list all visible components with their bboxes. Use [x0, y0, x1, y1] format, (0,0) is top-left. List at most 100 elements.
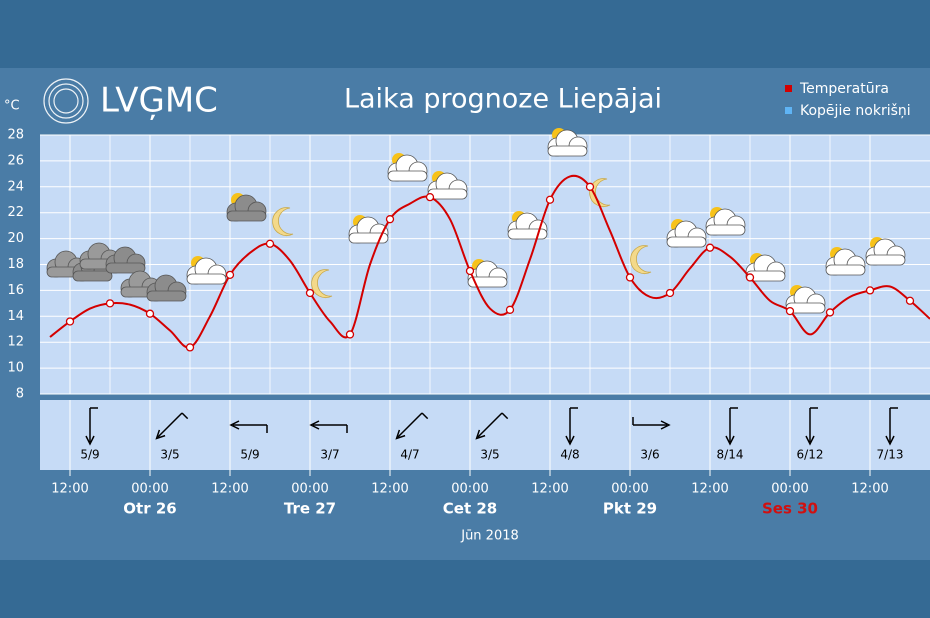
temperature-point [865, 286, 875, 295]
cloud-base [547, 145, 588, 157]
wind-arrow [885, 407, 898, 446]
wind-arrow [85, 407, 98, 446]
chart-title: Laika prognoze Liepājai [344, 84, 662, 115]
temperature-point [145, 309, 155, 318]
wind-head [565, 435, 575, 446]
wind-label: 5/9 [240, 448, 259, 462]
x-tick-label: 12:00 [211, 482, 248, 497]
x-tick-label: 12:00 [531, 482, 568, 497]
wind-head [805, 435, 815, 446]
temperature-point [385, 215, 395, 224]
wind-head [885, 435, 895, 446]
x-tick-label: 00:00 [451, 482, 488, 497]
weather-icon [427, 171, 468, 200]
wind-head [395, 429, 406, 440]
wind-head [475, 429, 486, 440]
temperature-point [465, 266, 475, 276]
wind-arrow [805, 407, 818, 446]
wind-area [40, 400, 930, 470]
wind-arrow [229, 420, 268, 433]
temperature-point [425, 193, 435, 202]
logo-mark [43, 78, 89, 124]
y-tick-label: 28 [7, 128, 24, 143]
weather-icon [120, 270, 187, 302]
cloud-base [387, 170, 428, 182]
legend-swatch [785, 107, 792, 114]
wind-label: 3/5 [480, 448, 499, 462]
weather-icon [186, 256, 227, 285]
cloud-base [865, 254, 906, 266]
wind-label: 6/12 [797, 448, 824, 462]
legend-label: Temperatūra [799, 81, 889, 97]
wind-arrow [309, 420, 348, 433]
temperature-point [305, 288, 315, 298]
wind-label: 3/5 [160, 448, 179, 462]
wind-arrow [155, 412, 189, 440]
wind-arrow [725, 407, 738, 446]
y-tick-label: 16 [7, 283, 24, 298]
x-tick-label: 12:00 [851, 482, 888, 497]
temperature-point [505, 305, 515, 314]
wind-shaft [157, 412, 183, 438]
y-tick-label: 26 [7, 153, 24, 168]
day-label: Pkt 29 [603, 500, 657, 518]
wind-label: 4/8 [560, 448, 579, 462]
temperature-point [225, 270, 235, 280]
wind-head [725, 435, 735, 446]
cloud-base [666, 236, 707, 248]
cloud-base [467, 276, 508, 288]
weather-icon [272, 207, 294, 236]
weather-icon [387, 153, 428, 182]
weather-icon [467, 259, 508, 288]
weather-icon [311, 269, 333, 298]
wind-barb [421, 412, 429, 420]
wind-arrow [632, 417, 671, 430]
y-tick-label: 18 [7, 257, 24, 272]
legend-label: Kopējie nokrišņi [800, 103, 911, 119]
cloud-base [72, 270, 113, 282]
y-tick-label: 12 [7, 335, 24, 350]
weather-icon [705, 207, 746, 236]
x-tick-label: 00:00 [611, 482, 648, 497]
y-tick-label: 24 [7, 179, 24, 194]
cloud-base [705, 224, 746, 236]
day-label: Ses 30 [762, 500, 818, 518]
weather-icon [785, 285, 826, 314]
wind-label: 7/13 [877, 448, 904, 462]
temperature-point [905, 296, 915, 305]
moon [589, 178, 611, 207]
temperature-point [265, 239, 275, 248]
day-label: Otr 26 [123, 500, 176, 518]
cloud-base [146, 290, 187, 302]
temperature-point [625, 273, 635, 282]
temperature-point [785, 306, 795, 316]
wind-label: 3/7 [320, 448, 339, 462]
wind-arrow [475, 412, 509, 440]
weather-icon [226, 193, 267, 222]
weather-icon [825, 247, 866, 276]
weather-icon [79, 242, 146, 274]
wind-barb [181, 412, 189, 420]
temperature-point [105, 299, 115, 308]
weather-icon [745, 253, 786, 282]
day-label: Tre 27 [284, 500, 336, 518]
wind-head [229, 420, 240, 430]
wind-head [660, 420, 671, 430]
temperature-point [745, 273, 755, 282]
y-tick-label: 14 [7, 309, 24, 324]
temperature-point [185, 343, 195, 352]
moon [630, 245, 652, 274]
temperature-point [345, 330, 355, 339]
wind-head [85, 435, 95, 446]
cloud-base [226, 210, 267, 222]
x-tick-label: 00:00 [771, 482, 808, 497]
weather-icon [630, 245, 652, 274]
cloud-base [745, 270, 786, 282]
cloud-base [825, 264, 866, 276]
wind-barb [501, 412, 509, 420]
weather-icon [507, 211, 548, 240]
weather-icon [589, 178, 611, 207]
moon [311, 269, 333, 298]
temperature-point [65, 317, 75, 326]
